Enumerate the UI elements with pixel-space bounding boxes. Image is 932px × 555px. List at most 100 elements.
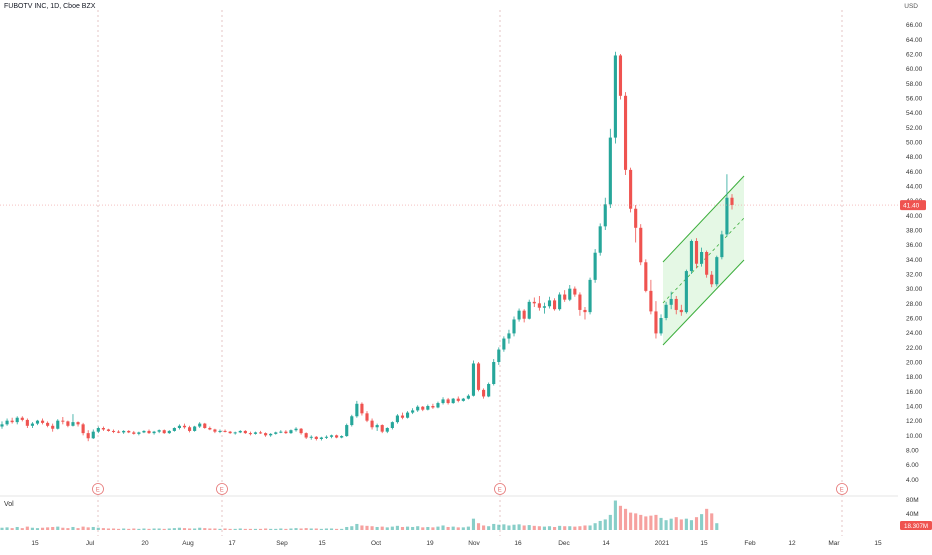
candle [213,428,217,434]
volume-bar [568,526,572,530]
volume-bar [710,513,714,530]
candle-body [157,430,161,432]
candle-body [603,204,607,227]
volume-bar [426,526,430,530]
candle-body [122,430,126,433]
volume-bar [142,528,146,530]
volume-bar [258,528,263,530]
candle-body [91,431,95,439]
candle [385,427,389,434]
volume-bar [390,526,394,530]
last-price-label: 41.40 [903,203,920,210]
candle [603,197,607,230]
volume-bar [193,528,197,530]
candle [639,224,643,266]
volume-bar [127,528,131,530]
y-tick-label: 36.00 [906,242,923,249]
volume-bar [15,526,19,530]
candle [613,51,617,144]
volume-bar [198,527,202,530]
x-tick-label: 17 [228,540,236,547]
y-tick-label: 8.00 [906,448,919,455]
candle [264,432,268,437]
candle [167,430,171,434]
candle-body [461,398,465,401]
volume-bar [238,528,242,530]
earnings-marker: E [216,483,228,495]
volume-bar [309,528,313,530]
volume-bar [30,527,34,530]
candle-body [522,310,526,319]
volume-bar [86,527,90,530]
candle-body [10,420,14,423]
candle-body [101,428,105,430]
volume-bar [395,525,399,530]
candle [405,411,410,419]
earnings-marker: E [494,483,506,495]
volume-bar [365,525,369,530]
volume-bar [411,526,415,530]
volume-bar [269,528,273,530]
channel-upper-line [662,175,745,263]
candle-body [299,428,303,434]
candle-body [527,301,531,319]
candle [730,194,734,210]
candle [436,401,440,409]
volume-bar [649,515,653,530]
candle-body [517,310,521,320]
candle [522,309,526,323]
candle [304,432,308,439]
candle-body [405,412,410,418]
volume-bar [314,528,318,530]
candle-body [497,349,501,362]
volume-label: Vol [4,501,14,508]
volume-last-bg [900,521,932,530]
candle-body [629,169,633,209]
candle-body [111,430,116,432]
candle [127,430,131,434]
volume-bar [264,528,268,530]
candle-body [243,430,247,434]
earnings-circle [836,483,848,495]
volume-bar [492,523,496,530]
volume-bar [324,528,329,530]
earnings-circle [494,483,506,495]
volume-bar [233,528,237,530]
candle [238,430,242,434]
volume-last-label: 18.307M [904,523,928,530]
volume-bar [654,514,658,530]
y-tick-label: 50.00 [906,140,923,147]
candle-body [416,406,420,411]
candle [360,402,364,416]
candle [172,427,176,432]
candle [502,336,506,352]
volume-bar [101,528,105,530]
y-tick-label: 30.00 [906,286,923,293]
y-tick-label: 64.00 [906,37,923,44]
volume-bar [694,517,699,530]
candle-body [568,288,572,300]
candle [446,397,450,405]
candle-body [694,241,699,264]
volume-tick-label: 40M [906,511,919,518]
x-tick-label: 15 [31,540,39,547]
candle-body [659,318,663,334]
volume-bar [294,528,298,530]
candle-body [730,197,734,206]
candle-body [725,197,729,235]
volume-bar [96,527,100,530]
candle-body [238,430,242,433]
candle [380,424,384,434]
channel-lower-line [662,259,745,346]
candle-body [537,303,541,308]
volume-bar [578,526,582,530]
x-tick-label: Nov [468,540,480,547]
candle [426,404,430,411]
volume-bar [40,527,45,530]
candle-body [188,427,192,431]
candle-body [228,431,232,434]
volume-bar [593,523,597,530]
candle [497,347,501,365]
x-tick-label: 15 [318,540,326,547]
